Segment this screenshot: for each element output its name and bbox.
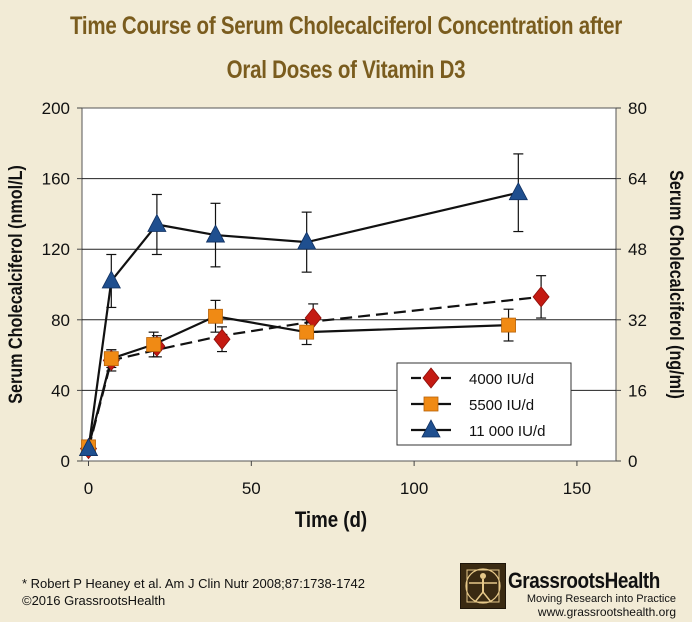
data-point-1 <box>103 351 119 367</box>
y2-tick-label: 16 <box>628 381 647 400</box>
x-axis-label: Time (d) <box>295 509 367 533</box>
data-point-0 <box>213 328 231 350</box>
series-line-2 <box>87 191 519 449</box>
data-point-2 <box>147 213 167 232</box>
x-tick-label: 150 <box>563 479 591 498</box>
data-point-1 <box>501 317 516 333</box>
vitruvian-logo-icon <box>460 563 506 609</box>
y-tick-label: 120 <box>42 240 70 259</box>
chart-title-line1: Time Course of Serum Cholecalciferol Con… <box>69 12 622 40</box>
legend-label: 11 000 IU/d <box>469 423 545 440</box>
data-point-1 <box>299 324 315 340</box>
legend-label: 4000 IU/d <box>469 371 534 388</box>
y-tick-label: 200 <box>42 99 70 118</box>
y2-tick-label: 64 <box>628 170 647 189</box>
copyright-text: ©2016 GrassrootsHealth <box>22 593 166 608</box>
legend-marker <box>421 419 441 438</box>
y-tick-label: 160 <box>42 170 70 189</box>
y-tick-label: 0 <box>61 452 70 471</box>
data-point-2 <box>78 437 99 457</box>
website-link[interactable]: www.grassrootshealth.org <box>537 605 676 619</box>
y2-axis-label: Serum Cholecalciferol (ng/ml) <box>666 170 688 399</box>
brand-tagline: Moving Research into Practice <box>526 593 676 605</box>
y2-tick-label: 80 <box>628 99 647 118</box>
series-line-1 <box>87 315 509 448</box>
data-point-2 <box>508 181 528 201</box>
legend-label: 5500 IU/d <box>469 397 534 414</box>
data-point-1 <box>146 337 162 352</box>
y2-tick-label: 48 <box>628 240 647 259</box>
y2-tick-label: 0 <box>628 452 637 471</box>
citation-text: * Robert P Heaney et al. Am J Clin Nutr … <box>22 576 366 591</box>
footer-citation-block: * Robert P Heaney et al. Am J Clin Nutr … <box>22 575 365 609</box>
x-tick-label: 50 <box>242 479 261 498</box>
y2-tick-label: 32 <box>628 311 647 330</box>
data-point-1 <box>208 308 223 324</box>
legend-marker <box>423 396 439 412</box>
data-point-0 <box>532 286 550 308</box>
y-tick-label: 80 <box>51 311 70 330</box>
data-point-2 <box>297 231 317 250</box>
x-tick-label: 0 <box>84 479 93 498</box>
legend-marker <box>422 367 440 389</box>
chart-title: Time Course of Serum Cholecalciferol Con… <box>62 4 629 92</box>
data-point-2 <box>205 224 226 243</box>
brand-name: GrassrootsHealth <box>508 568 660 593</box>
chart-title-line2: Oral Doses of Vitamin D3 <box>226 56 466 84</box>
y-axis-label: Serum Cholecalciferol (nmol/L) <box>5 165 27 404</box>
x-tick-label: 100 <box>400 479 428 498</box>
data-point-2 <box>101 270 121 289</box>
y-tick-label: 40 <box>51 381 70 400</box>
